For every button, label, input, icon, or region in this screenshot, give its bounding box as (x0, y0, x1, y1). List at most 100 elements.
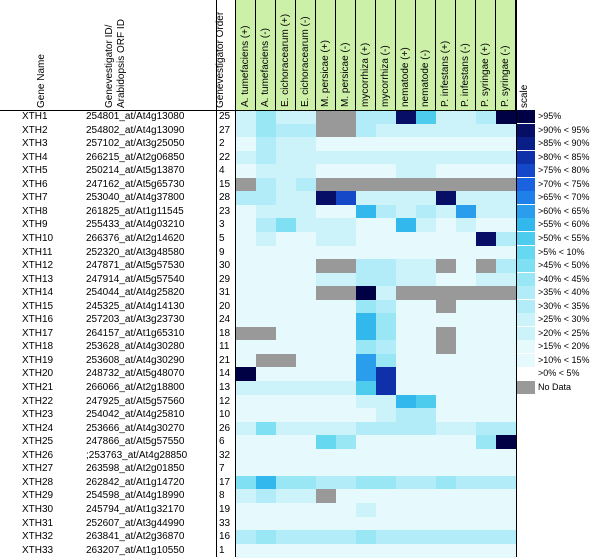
heatmap-cell (336, 177, 356, 192)
heatmap-cell (376, 421, 396, 436)
heatmap-cell (476, 150, 496, 165)
heatmap-cell (356, 110, 376, 124)
heatmap-cell (436, 123, 456, 138)
gene-id: 254801_at/At4g13080 (86, 111, 185, 122)
heatmap-cell (436, 408, 456, 423)
heatmap-cell (476, 164, 496, 179)
heatmap-cell (336, 448, 356, 463)
condition-label: nematode (+) (400, 47, 411, 107)
heatmap-cell (476, 204, 496, 219)
heatmap-cell (296, 448, 316, 463)
condition-label: A. tumefaciens (+) (240, 25, 251, 107)
heatmap-cell (376, 353, 396, 368)
heatmap-cell (416, 137, 436, 152)
heatmap-cell (236, 516, 256, 531)
heatmap-cell (236, 123, 256, 138)
heatmap-cell (416, 516, 436, 531)
heatmap-cell (496, 326, 516, 341)
gene-order: 26 (219, 422, 231, 434)
heatmap-cell (236, 530, 256, 545)
heatmap-cell (236, 475, 256, 490)
heatmap-cell (496, 543, 516, 558)
heatmap-cell (416, 231, 436, 246)
heatmap-cell (496, 435, 516, 450)
heatmap-cell (436, 543, 456, 558)
heatmap-cell (396, 340, 416, 355)
heatmap-cell (476, 218, 496, 233)
heatmap-cell (476, 502, 496, 517)
id-header: Genevestigator ID/ Arabidopsis ORF ID (104, 19, 127, 108)
heatmap-cell (376, 218, 396, 233)
heatmap-cell (456, 110, 476, 124)
heatmap-cell (496, 313, 516, 328)
heatmap-cell (356, 137, 376, 152)
heatmap-cell (356, 299, 376, 314)
condition-header-bg (276, 0, 296, 110)
scale-label: >65% < 70% (538, 192, 590, 203)
heatmap-cell (496, 272, 516, 287)
scale-header: scale (519, 84, 530, 108)
heatmap-cell (396, 543, 416, 558)
heatmap-cell (436, 299, 456, 314)
gene-name: XTH2 (22, 124, 48, 136)
condition-label: M. persicae (-) (340, 42, 351, 107)
heatmap-cell (396, 326, 416, 341)
heatmap-cell (276, 489, 296, 504)
column-divider (216, 0, 217, 558)
heatmap-cell (496, 530, 516, 545)
heatmap-cell (496, 516, 516, 531)
heatmap-cell (396, 353, 416, 368)
gene-id: 257102_at/At3g25050 (86, 138, 185, 150)
heatmap-cell (396, 204, 416, 219)
heatmap-cell (236, 340, 256, 355)
heatmap-cell (436, 313, 456, 328)
gene-order: 28 (219, 192, 231, 204)
heatmap-cell (496, 286, 516, 301)
scale-label: >20% < 25% (538, 327, 590, 338)
heatmap-cell (296, 164, 316, 179)
heatmap-cell (316, 204, 336, 219)
heatmap-cell (416, 408, 436, 423)
heatmap-cell (316, 353, 336, 368)
condition-label: P. infestans (+) (440, 40, 451, 107)
heatmap-cell (256, 408, 276, 423)
heatmap-cell (436, 381, 456, 395)
heatmap-cell (376, 110, 396, 124)
heatmap-cell (236, 218, 256, 233)
heatmap-cell (396, 272, 416, 287)
heatmap-cell (236, 245, 256, 260)
gene-name: XTH26 (22, 449, 54, 461)
heatmap-cell (336, 123, 356, 138)
gene-id: 261825_at/At1g11545 (86, 205, 184, 217)
heatmap-cell (316, 164, 336, 179)
heatmap-cell (376, 191, 396, 206)
heatmap-cell (336, 245, 356, 260)
heatmap-cell (276, 502, 296, 517)
heatmap-cell (256, 353, 276, 368)
heatmap-cell (276, 286, 296, 301)
condition-header-bg (356, 0, 376, 110)
heatmap-cell (256, 259, 276, 274)
condition-header-bg (336, 0, 356, 110)
condition-header-bg (316, 0, 336, 110)
heatmap-cell (496, 245, 516, 260)
heatmap-cell (316, 516, 336, 531)
heatmap-cell (476, 231, 496, 246)
heatmap-cell (296, 231, 316, 246)
heatmap-cell (476, 462, 496, 477)
heatmap-cell (496, 110, 516, 124)
heatmap-cell (436, 367, 456, 382)
gene-order: 20 (219, 300, 231, 312)
gene-name: XTH17 (22, 327, 54, 339)
gene-id: 248732_at/At5g48070 (86, 368, 185, 380)
heatmap-cell (336, 299, 356, 314)
scale-label: >15% < 20% (538, 341, 590, 352)
heatmap-cell (356, 408, 376, 423)
heatmap-cell (356, 191, 376, 206)
condition-header-bg (496, 0, 516, 110)
scale-swatch (517, 164, 535, 178)
heatmap-cell (376, 543, 396, 558)
gene-id: 247871_at/At5g57530 (86, 260, 185, 272)
heatmap-cell (376, 231, 396, 246)
heatmap-cell (376, 313, 396, 328)
